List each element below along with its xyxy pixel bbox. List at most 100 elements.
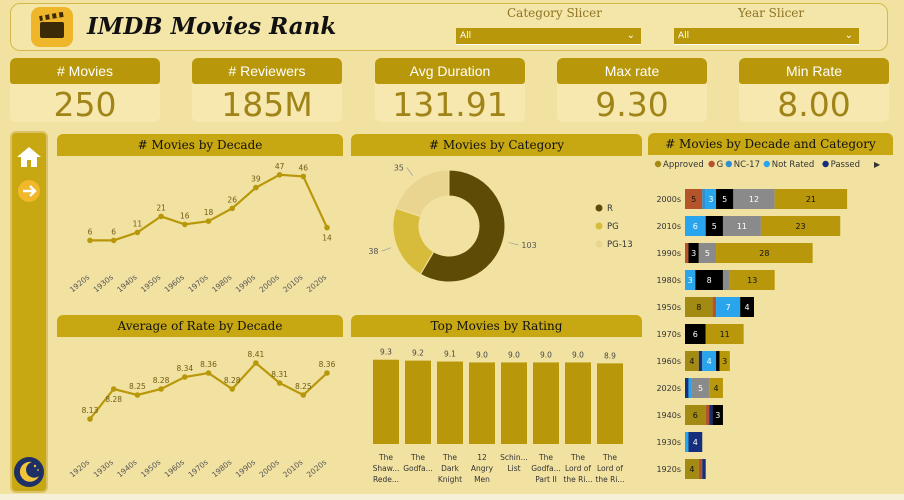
bar-segment: [716, 243, 813, 263]
bar-value-label: 9.2: [412, 349, 424, 358]
x-tick-label: 1930s: [92, 273, 115, 295]
data-point: [182, 374, 188, 380]
data-label: 8.36: [319, 360, 336, 369]
x-tick-label: Dark: [441, 464, 459, 473]
data-label: 8.28: [224, 376, 241, 385]
page-title: IMDB Movies Rank: [87, 13, 337, 40]
x-tick-label: The: [410, 453, 425, 462]
x-tick-label: The: [442, 453, 457, 462]
bar-segment: [685, 243, 689, 263]
bar-segment: [688, 243, 699, 263]
kpi-label: # Movies: [10, 58, 160, 84]
x-tick-label: the Ri...: [595, 475, 624, 484]
segment-value-label: 4: [689, 357, 694, 366]
bar-segment: [685, 459, 699, 479]
legend-swatch: [595, 204, 603, 212]
y-tick-label: 2020s: [656, 384, 681, 393]
y-tick-label: 1950s: [656, 303, 681, 312]
x-tick-label: 1950s: [139, 458, 162, 480]
bar-segment: [685, 297, 713, 317]
x-tick-label: 1920s: [68, 458, 91, 480]
segment-value-label: 7: [726, 303, 731, 312]
bar-segment: [702, 351, 717, 371]
data-point: [253, 360, 259, 366]
bar: [437, 361, 463, 444]
x-tick-label: 1960s: [163, 458, 186, 480]
bar-value-label: 9.3: [380, 348, 392, 357]
bar-segment: [685, 216, 706, 236]
data-point: [300, 392, 307, 398]
pie-slice: [419, 169, 506, 283]
category-slicer-dropdown[interactable]: All ⌄: [456, 28, 641, 45]
data-point: [324, 370, 330, 376]
bar-value-label: 9.0: [476, 350, 488, 359]
bar-segment: [705, 405, 710, 425]
legend-label: R: [607, 204, 613, 214]
segment-value-label: 12: [749, 195, 759, 204]
top-movies-title: Top Movies by Rating: [351, 315, 642, 337]
legend-label: Approved: [663, 160, 704, 170]
data-label: 39: [251, 175, 261, 184]
bar-segment: [709, 405, 713, 425]
bar-segment: [685, 405, 706, 425]
y-tick-label: 1940s: [656, 411, 681, 420]
x-tick-label: Knight: [438, 475, 462, 484]
bar-segment: [698, 351, 703, 371]
legend-swatch: [763, 160, 770, 168]
x-tick-label: 1920s: [68, 273, 91, 295]
segment-value-label: 11: [737, 222, 747, 231]
x-tick-label: 2010s: [281, 458, 304, 480]
x-tick-label: The: [538, 453, 553, 462]
x-tick-label: Godfa...: [531, 464, 561, 473]
kpi-label: Max rate: [557, 58, 707, 84]
x-tick-label: 2010s: [281, 273, 304, 295]
home-icon[interactable]: [16, 145, 42, 173]
bar-segment: [702, 459, 706, 479]
segment-value-label: 13: [747, 276, 757, 285]
segment-value-label: 4: [714, 384, 719, 393]
bar-segment: [705, 216, 723, 236]
segment-value-label: 5: [691, 195, 696, 204]
bar-value-label: 9.1: [444, 350, 456, 359]
arrow-right-icon[interactable]: [17, 179, 41, 207]
data-label: 8.13: [82, 406, 99, 415]
bar: [405, 360, 431, 444]
segment-value-label: 8: [696, 303, 701, 312]
bar-segment: [712, 405, 723, 425]
night-mode-icon[interactable]: [13, 456, 45, 492]
bar-segment: [691, 378, 710, 398]
data-label: 8.41: [248, 350, 265, 359]
legend-swatch: [725, 160, 732, 168]
bar-segment: [695, 270, 723, 290]
movies-by-decade-chart: 6 6 11 21 16 18 26 39 47 46 14 1920s 1930s 1940s 1950s…: [68, 162, 332, 295]
data-label: 16: [180, 211, 190, 220]
kpi-value: 250: [53, 85, 117, 124]
year-slicer-dropdown[interactable]: All ⌄: [674, 28, 859, 45]
x-tick-label: 12: [477, 453, 487, 462]
bar-segment: [716, 189, 734, 209]
legend-swatch: [708, 160, 715, 168]
segment-value-label: 3: [688, 276, 693, 285]
y-tick-label: 1960s: [656, 357, 681, 366]
bar-segment: [685, 351, 699, 371]
legend-swatch: [822, 160, 829, 168]
leader-line: [406, 167, 414, 176]
data-point: [158, 213, 164, 220]
chevron-down-icon: ⌄: [626, 30, 635, 41]
x-tick-label: 1940s: [115, 458, 138, 480]
segment-value-label: 6: [693, 330, 698, 339]
segment-value-label: 21: [806, 195, 816, 204]
bar: [373, 359, 399, 444]
bar: [597, 363, 623, 444]
x-tick-label: 1970s: [186, 273, 209, 295]
data-point: [110, 386, 117, 392]
bar-segment: [688, 378, 692, 398]
legend-label: G: [717, 160, 724, 170]
bar-segment: [698, 459, 703, 479]
leader-line: [508, 242, 519, 246]
kpi-value: 8.00: [777, 85, 851, 124]
movies-by-category-chart: 103 38 35 R PG PG-13: [368, 164, 633, 283]
slice-value-label: 38: [368, 247, 378, 256]
x-tick-label: The: [602, 453, 617, 462]
segment-value-label: 3: [708, 195, 713, 204]
